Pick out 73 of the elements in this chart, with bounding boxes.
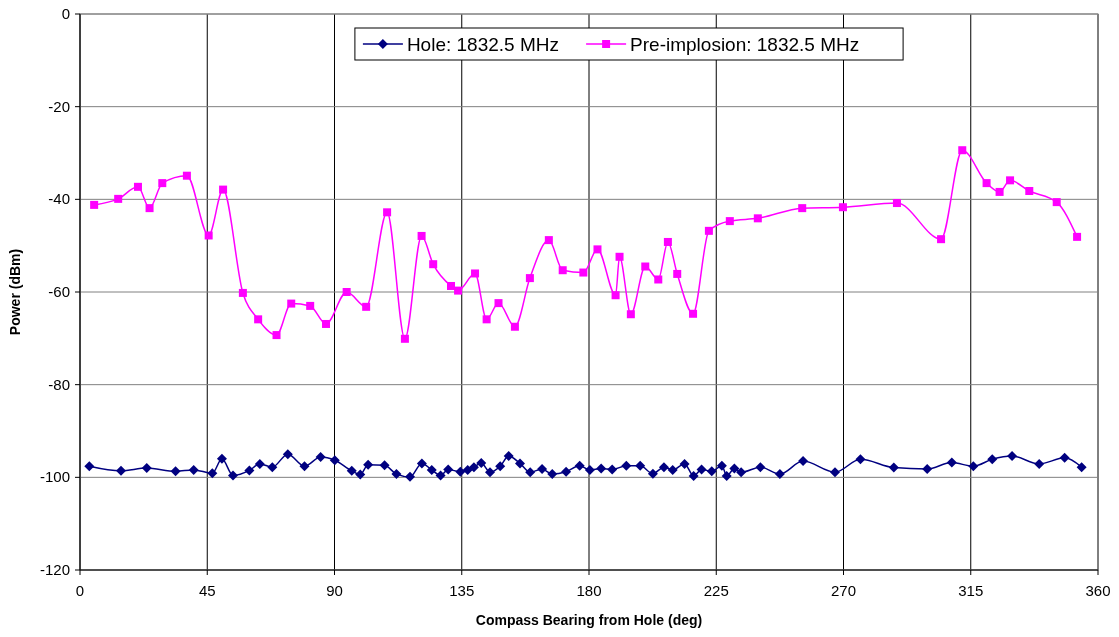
point (158, 179, 167, 188)
point (626, 310, 635, 319)
point (447, 281, 455, 290)
point (1025, 186, 1034, 195)
point (593, 245, 602, 254)
point (306, 301, 315, 310)
x-tick-label: 360 (1085, 582, 1111, 599)
point (663, 237, 672, 246)
point (342, 288, 351, 296)
point (322, 319, 331, 328)
point (641, 262, 650, 271)
point (654, 275, 663, 284)
point (482, 315, 491, 324)
point (90, 200, 99, 209)
y-tick-label: -120 (39, 561, 70, 578)
y-tick-label: -40 (48, 190, 70, 208)
x-axis-title: Compass Bearing from Hole (deg) (475, 612, 703, 628)
x-tick-label: 270 (830, 582, 857, 599)
y-tick-label: -80 (48, 375, 70, 393)
point (510, 322, 519, 331)
x-tick-label: 45 (198, 582, 216, 599)
point (892, 199, 901, 208)
point (383, 208, 392, 217)
point (272, 331, 281, 340)
x-tick-label: 0 (75, 582, 85, 599)
point (982, 179, 991, 188)
point (417, 231, 426, 240)
point (114, 194, 123, 203)
point (558, 266, 567, 275)
point (525, 274, 534, 283)
point (1006, 176, 1015, 185)
legend-label: Hole: 1832.5 MHz (406, 34, 559, 55)
x-tick-label: 315 (958, 582, 984, 599)
y-tick-label: 0 (61, 5, 70, 22)
point (182, 171, 191, 180)
point (454, 286, 463, 295)
point (133, 182, 142, 191)
point (704, 226, 713, 235)
point (219, 185, 228, 194)
point (995, 187, 1004, 196)
point (471, 269, 480, 278)
point (494, 299, 503, 308)
point (611, 291, 620, 300)
point (725, 217, 734, 226)
x-tick-label: 180 (576, 582, 602, 599)
y-tick-label: -100 (39, 468, 70, 486)
point (238, 288, 247, 297)
point (429, 260, 438, 269)
point (689, 309, 698, 318)
point (544, 236, 553, 245)
y-tick-label: -60 (48, 283, 70, 300)
y-tick-label: -20 (48, 97, 70, 115)
point (798, 204, 807, 213)
x-tick-label: 135 (449, 582, 475, 599)
x-tick-label: 90 (326, 582, 343, 599)
point (204, 231, 213, 240)
x-tick-label: 225 (703, 582, 729, 599)
legend-label: Pre-implosion: 1832.5 MHz (630, 34, 860, 55)
point (673, 269, 682, 278)
point (287, 299, 296, 308)
point (838, 203, 847, 212)
point (753, 214, 762, 223)
point (615, 252, 624, 261)
point (400, 334, 409, 343)
point (1073, 232, 1082, 241)
point (254, 315, 263, 324)
point (579, 268, 588, 277)
point (937, 235, 946, 244)
point (1052, 198, 1061, 207)
y-axis-title: Power (dBm) (7, 248, 23, 336)
point (958, 146, 967, 155)
point (362, 302, 371, 311)
point (145, 204, 154, 213)
